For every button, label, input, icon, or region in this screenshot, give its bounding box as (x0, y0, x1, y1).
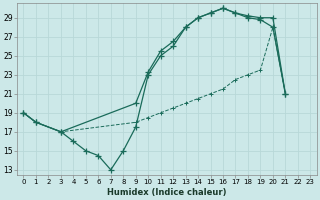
X-axis label: Humidex (Indice chaleur): Humidex (Indice chaleur) (107, 188, 227, 197)
